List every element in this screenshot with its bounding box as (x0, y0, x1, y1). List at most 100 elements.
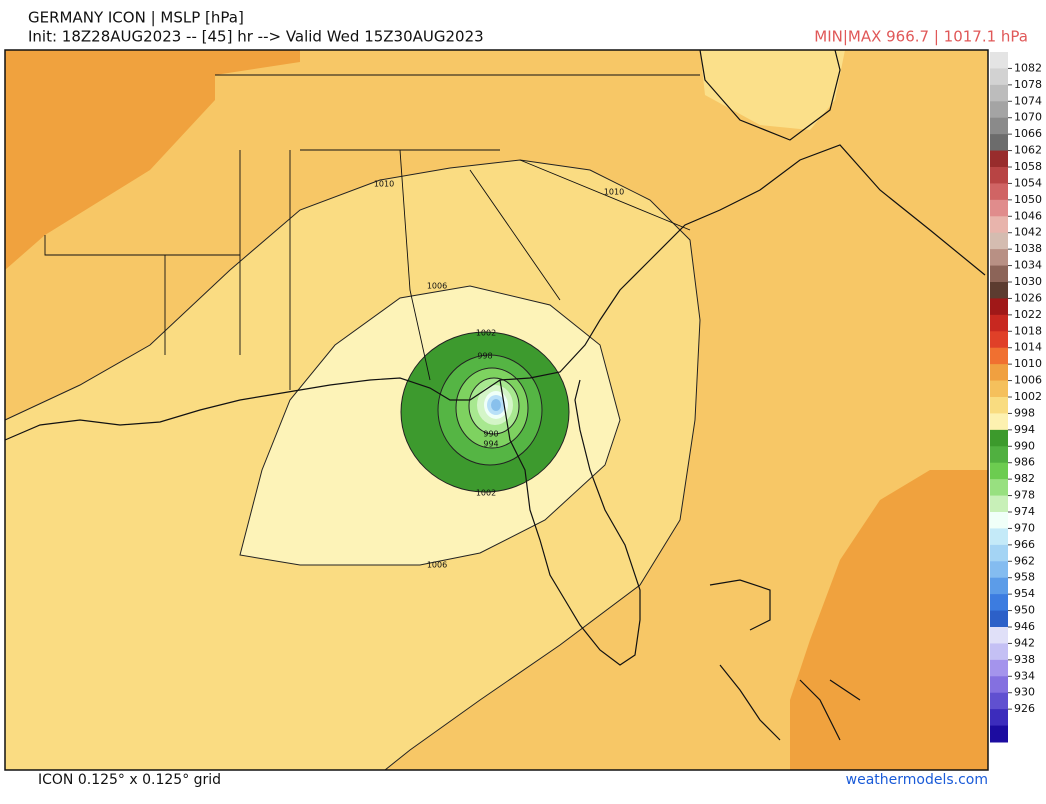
colorbar-label: 946 (1014, 620, 1035, 633)
colorbar-swatch (990, 397, 1008, 414)
colorbar-label: 958 (1014, 571, 1035, 584)
bahamas-cuba (709, 579, 861, 741)
field-1014 (5, 50, 300, 270)
colorbar-label: 1054 (1014, 176, 1042, 189)
field-1010 (700, 50, 845, 130)
colorbar-swatch (990, 232, 1008, 250)
colorbar-label: 1002 (1014, 390, 1042, 403)
colorbar-swatch (990, 627, 1008, 644)
colorbar-swatch (990, 462, 1008, 480)
colorbar-label: 970 (1014, 521, 1035, 534)
colorbar-swatch (990, 380, 1008, 398)
colorbar-label: 1022 (1014, 308, 1042, 321)
colorbar-label: 994 (1014, 423, 1035, 436)
colorbar-label: 1050 (1014, 193, 1042, 206)
grid-note: ICON 0.125° x 0.125° grid (38, 772, 221, 788)
contour-label: 1002 (476, 489, 496, 498)
colorbar-swatch (990, 725, 1008, 743)
colorbar-label: 930 (1014, 686, 1035, 699)
colorbar-label: 1058 (1014, 160, 1042, 173)
colorbar-swatch (990, 577, 1008, 595)
colorbar-label: 1046 (1014, 209, 1042, 222)
contour-label: 1006 (427, 561, 447, 570)
colorbar-label: 1006 (1014, 374, 1042, 387)
contour-label: 1010 (374, 180, 394, 189)
colorbar-swatch (990, 216, 1008, 234)
contour-label: 1002 (476, 329, 496, 338)
colorbar-swatch (990, 167, 1008, 184)
colorbar-swatch (990, 594, 1008, 612)
colorbar-swatch (990, 68, 1008, 86)
colorbar-swatch (990, 134, 1008, 152)
colorbar-label: 926 (1014, 702, 1035, 715)
colorbar-label: 1018 (1014, 324, 1042, 337)
colorbar-label: 1062 (1014, 144, 1042, 157)
colorbar-swatch (990, 183, 1008, 201)
colorbar-label: 1038 (1014, 242, 1042, 255)
field-974 (491, 399, 501, 411)
colorbar-label: 978 (1014, 489, 1035, 502)
colorbar-label: 1010 (1014, 357, 1042, 370)
colorbar-swatch (990, 199, 1008, 217)
contour-label: 1006 (427, 282, 447, 291)
colorbar-swatch (990, 282, 1008, 299)
colorbar-swatch (990, 528, 1008, 546)
colorbar-label: 1082 (1014, 61, 1042, 74)
colorbar-label: 1014 (1014, 341, 1042, 354)
contour-label: 1010 (604, 188, 624, 197)
colorbar-label: 1070 (1014, 111, 1042, 124)
colorbar-label: 962 (1014, 554, 1035, 567)
coastline (4, 144, 986, 441)
colorbar-swatch (990, 659, 1008, 677)
contour-label: 990 (483, 430, 498, 439)
map-frame (4, 49, 989, 771)
colorbar-label: 954 (1014, 587, 1035, 600)
colorbar-swatch (990, 676, 1008, 694)
colorbar-swatch (990, 265, 1008, 283)
colorbar-label: 1042 (1014, 226, 1042, 239)
colorbar-swatch (990, 512, 1008, 529)
colorbar-swatch (990, 84, 1008, 102)
state-borders (44, 74, 700, 390)
contour-label: 994 (483, 440, 498, 449)
colorbar-swatch (990, 117, 1008, 135)
colorbar-swatch (990, 544, 1008, 562)
colorbar-label: 1074 (1014, 94, 1042, 107)
florida-coast (499, 379, 641, 666)
colorbar-label: 998 (1014, 406, 1035, 419)
colorbar-swatch (990, 709, 1008, 727)
colorbar-swatch (990, 52, 1008, 69)
credit[interactable]: weathermodels.com (846, 772, 988, 788)
colorbar-label: 1034 (1014, 259, 1042, 272)
colorbar-swatch (990, 446, 1008, 464)
min-max: MIN|MAX 966.7 | 1017.1 hPa (814, 28, 1028, 46)
colorbar-swatch (990, 331, 1008, 349)
colorbar-swatch (990, 364, 1008, 382)
colorbar-swatch (990, 347, 1008, 365)
colorbar-swatch (990, 101, 1008, 119)
colorbar-swatch (990, 692, 1008, 710)
colorbar-swatch (990, 314, 1008, 332)
colorbar-label: 986 (1014, 456, 1035, 469)
colorbar-label: 1066 (1014, 127, 1042, 140)
colorbar-swatch (990, 413, 1008, 431)
colorbar-swatch (990, 610, 1008, 628)
field-1014 (790, 470, 988, 770)
colorbar-label: 990 (1014, 439, 1035, 452)
colorbar: 1082 1078 1074 1070 1066 1062 1058 1054 1050 1046… (990, 52, 1042, 743)
colorbar-label: 934 (1014, 669, 1035, 682)
colorbar-swatch (990, 150, 1008, 168)
colorbar-swatch (990, 479, 1008, 497)
title: GERMANY ICON | MSLP [hPa] (28, 9, 244, 27)
colorbar-swatch (990, 249, 1008, 267)
outer-banks (699, 49, 841, 141)
colorbar-label: 974 (1014, 505, 1035, 518)
colorbar-label: 966 (1014, 538, 1035, 551)
colorbar-label: 938 (1014, 653, 1035, 666)
colorbar-swatch (990, 298, 1008, 316)
colorbar-label: 942 (1014, 636, 1035, 649)
coastlines (4, 49, 986, 741)
